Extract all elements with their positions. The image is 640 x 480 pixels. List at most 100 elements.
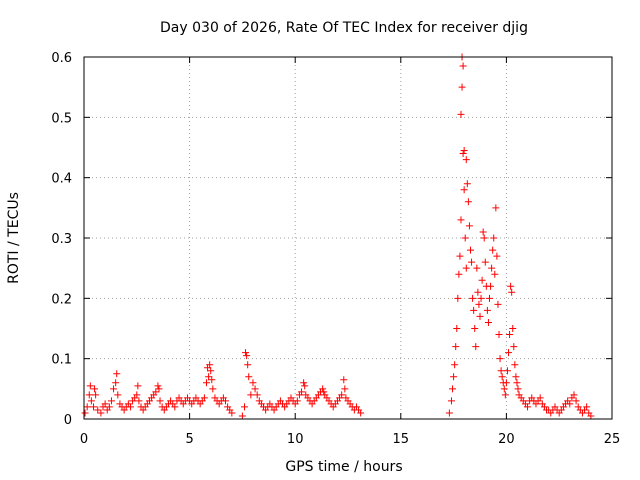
x-tick-label: 10 xyxy=(287,432,304,447)
data-point xyxy=(105,403,113,411)
data-point xyxy=(320,388,328,396)
data-point xyxy=(319,385,327,393)
data-point xyxy=(466,246,474,254)
data-point xyxy=(494,300,502,308)
x-tick-label: 5 xyxy=(185,432,193,447)
data-point xyxy=(245,373,253,381)
data-point xyxy=(486,294,494,302)
data-point xyxy=(460,186,468,194)
y-tick-label: 0.3 xyxy=(51,232,72,247)
data-point xyxy=(506,331,514,339)
data-point xyxy=(171,403,179,411)
x-tick-label: 25 xyxy=(604,432,621,447)
y-tick-label: 0.1 xyxy=(51,353,72,368)
data-point xyxy=(502,379,510,387)
data-point xyxy=(241,403,249,411)
data-point xyxy=(570,391,578,399)
data-point xyxy=(357,409,365,417)
data-point xyxy=(505,349,513,357)
data-point xyxy=(206,361,214,369)
data-point xyxy=(340,376,348,384)
y-tick-label: 0.6 xyxy=(51,51,72,66)
data-point xyxy=(536,394,544,402)
data-point xyxy=(92,391,100,399)
data-point xyxy=(156,397,164,405)
data-point xyxy=(228,409,236,417)
data-point xyxy=(243,352,251,360)
data-point xyxy=(457,110,465,118)
data-point xyxy=(459,62,467,70)
data-point xyxy=(341,385,349,393)
data-point xyxy=(459,150,467,158)
data-point xyxy=(461,234,469,242)
x-axis-label: GPS time / hours xyxy=(285,459,402,475)
data-point xyxy=(97,409,105,417)
data-points xyxy=(81,53,595,420)
data-point xyxy=(460,147,468,155)
data-point xyxy=(152,388,160,396)
data-point xyxy=(458,83,466,91)
data-point xyxy=(566,400,574,408)
data-point xyxy=(453,325,461,332)
data-point xyxy=(113,370,121,378)
data-point xyxy=(207,367,215,375)
data-point xyxy=(492,204,500,212)
data-point xyxy=(110,385,118,393)
data-point xyxy=(338,391,346,399)
data-point xyxy=(572,397,580,405)
data-point xyxy=(134,382,142,390)
data-point xyxy=(114,391,122,399)
data-point xyxy=(496,355,504,363)
data-point xyxy=(503,367,511,375)
data-point xyxy=(456,252,464,260)
data-point xyxy=(454,294,462,302)
data-point xyxy=(81,409,89,417)
data-point xyxy=(508,288,516,296)
y-tick-label: 0.5 xyxy=(51,111,72,126)
data-point xyxy=(487,282,495,290)
data-point xyxy=(474,288,482,296)
data-point xyxy=(507,282,515,290)
data-point xyxy=(510,343,518,351)
data-point xyxy=(462,264,470,272)
data-point xyxy=(222,397,230,405)
x-tick-label: 0 xyxy=(80,432,88,447)
data-point xyxy=(481,258,489,266)
data-point xyxy=(511,361,519,369)
data-point xyxy=(498,373,506,381)
data-point xyxy=(293,397,301,405)
data-point xyxy=(209,385,217,393)
data-point xyxy=(298,388,306,396)
data-point xyxy=(253,391,261,399)
data-point xyxy=(512,373,520,381)
data-point xyxy=(249,379,257,387)
data-point xyxy=(470,306,478,314)
data-point xyxy=(247,391,255,399)
data-point xyxy=(489,246,497,254)
x-tick-label: 15 xyxy=(393,432,410,447)
data-point xyxy=(107,397,115,405)
data-point xyxy=(464,198,472,206)
data-point xyxy=(85,391,93,399)
data-point xyxy=(133,391,141,399)
data-point xyxy=(457,216,465,224)
data-point xyxy=(91,385,99,393)
data-point xyxy=(451,361,459,369)
data-point xyxy=(477,294,485,302)
x-tick-label: 20 xyxy=(498,432,515,447)
data-point xyxy=(513,379,521,387)
data-point xyxy=(475,300,483,308)
data-point xyxy=(112,379,120,387)
data-point xyxy=(238,412,246,420)
data-point xyxy=(208,376,216,384)
data-point xyxy=(483,306,491,314)
data-point xyxy=(463,180,471,188)
data-point xyxy=(449,385,457,393)
data-point xyxy=(155,385,163,393)
data-point xyxy=(450,373,458,381)
y-tick-label: 0 xyxy=(64,413,72,428)
data-point xyxy=(200,394,208,402)
data-point xyxy=(452,343,460,351)
data-point xyxy=(472,343,480,351)
data-point xyxy=(87,397,95,405)
